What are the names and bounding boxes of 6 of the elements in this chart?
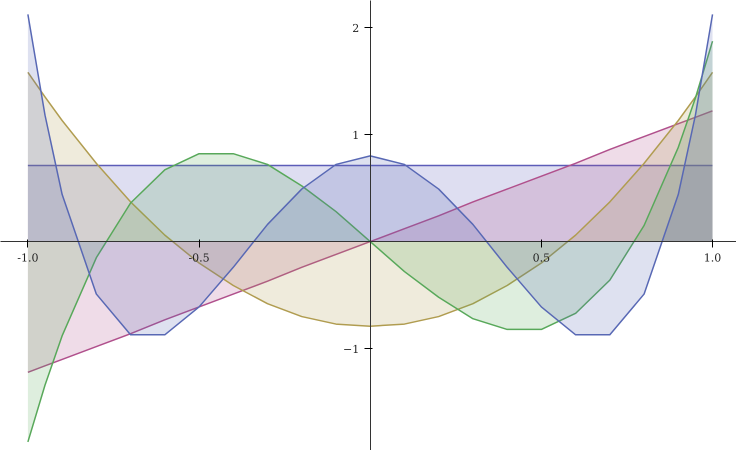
y-tick-label: 1 [352,128,360,142]
x-tick-label: 1.0 [704,252,722,265]
y-tick-label: −1 [342,343,360,356]
x-tick-label: -1.0 [17,252,38,265]
y-tick-label: 2 [352,22,360,35]
x-tick-label: 0.5 [532,252,550,265]
